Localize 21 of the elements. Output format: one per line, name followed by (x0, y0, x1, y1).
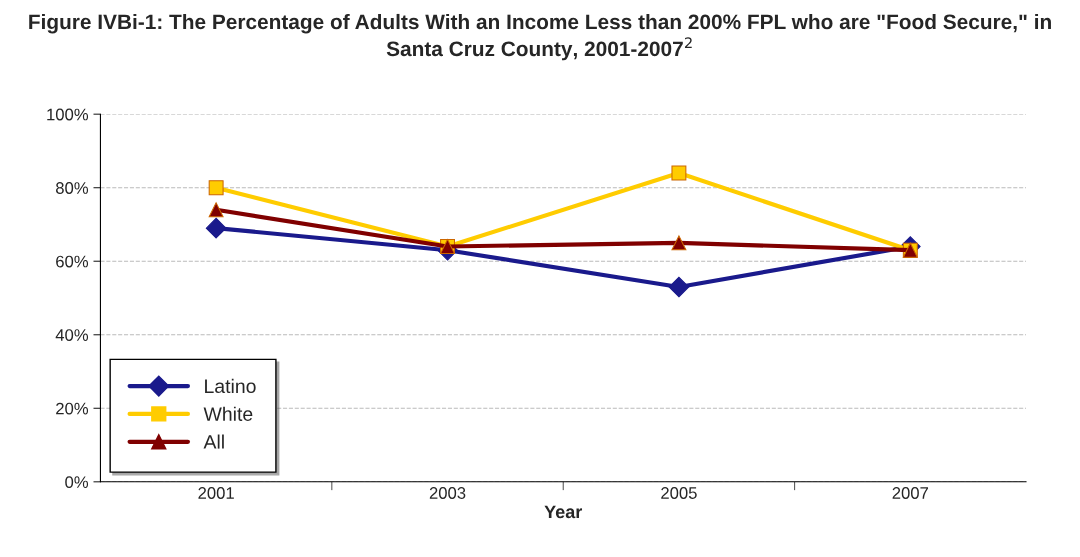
y-tick-label: 0% (65, 476, 89, 489)
point (208, 202, 224, 218)
y-tick-label: 100% (47, 108, 89, 121)
x-axis-title: Year (544, 505, 583, 519)
y-tick-label: 40% (55, 329, 89, 341)
legend-label: Latino (205, 378, 256, 394)
point (208, 180, 224, 196)
y-tick-label: 80% (56, 182, 89, 194)
chart-title: Figure IVBi-1: The Percentage of Adults With an Income Less than 200% FPL who are "Food Secure," in Santa Cruz County, 2001-2007$^{2}$ (29, 13, 1051, 61)
y-tick-label: 60% (56, 255, 89, 268)
point (205, 217, 227, 239)
x-tick-label: 2007 (892, 487, 929, 499)
x-tick-label: 2001 (198, 487, 234, 499)
legend-label: All (203, 434, 224, 449)
x-tick-label: 2003 (429, 487, 466, 499)
point (671, 235, 687, 251)
x-tick-label: 2005 (661, 487, 697, 499)
point (668, 276, 690, 298)
y-tick-label: 20% (56, 402, 89, 415)
point (671, 165, 687, 181)
legend-label: White (203, 406, 253, 421)
